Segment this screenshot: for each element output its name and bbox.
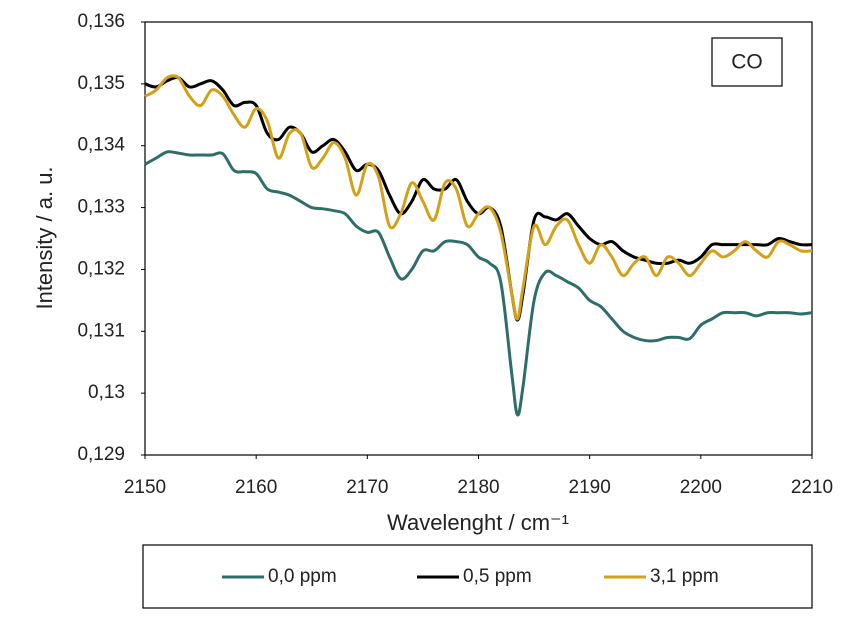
y-tick-label: 0,135 (77, 73, 125, 94)
y-tick-label: 0,134 (77, 135, 125, 156)
y-tick-label: 0,13 (88, 382, 125, 403)
legend-label: 0,5 ppm (463, 566, 532, 587)
y-tick-label: 0,132 (77, 258, 125, 279)
x-tick-label: 2170 (346, 477, 388, 498)
y-axis-title: Intensity / a. u. (32, 166, 57, 309)
x-axis-title: Wavelenght / cm⁻¹ (387, 510, 569, 535)
x-tick-label: 2150 (124, 477, 166, 498)
x-tick-label: 2200 (680, 477, 722, 498)
annotation-box (711, 37, 783, 87)
y-tick-label: 0,136 (77, 11, 125, 32)
series-line (144, 150, 813, 417)
series-line (144, 74, 813, 321)
y-tick-label: 0,131 (77, 320, 125, 341)
y-tick-label: 0,133 (77, 197, 125, 218)
y-tick-label: 0,129 (77, 444, 125, 465)
x-tick-label: 2210 (791, 477, 833, 498)
x-tick-label: 2160 (235, 477, 277, 498)
legend-label: 3,1 ppm (650, 566, 719, 587)
x-tick-label: 2190 (569, 477, 611, 498)
legend-label: 0,0 ppm (268, 566, 337, 587)
annotation: CO (731, 51, 763, 74)
x-tick-label: 2180 (457, 477, 499, 498)
